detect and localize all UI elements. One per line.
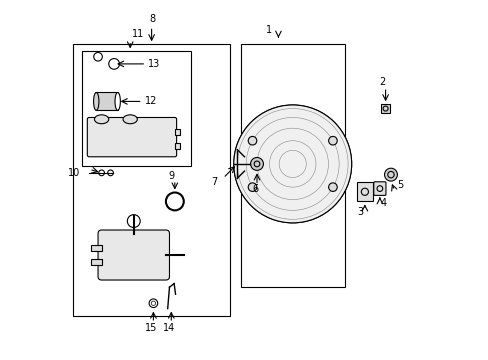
Bar <box>175 143 180 149</box>
Text: 10: 10 <box>68 168 80 178</box>
Text: 7: 7 <box>211 177 217 187</box>
Text: 13: 13 <box>148 59 160 69</box>
Text: 8: 8 <box>149 14 156 24</box>
Circle shape <box>384 168 397 181</box>
Text: 6: 6 <box>252 184 258 194</box>
Text: 1: 1 <box>265 25 271 35</box>
Bar <box>381 104 389 113</box>
Text: 12: 12 <box>144 96 157 107</box>
Text: 11: 11 <box>132 28 144 39</box>
FancyBboxPatch shape <box>373 182 385 195</box>
Bar <box>82 51 190 166</box>
Bar <box>91 259 102 265</box>
Circle shape <box>248 136 256 145</box>
Text: 14: 14 <box>163 323 175 333</box>
Circle shape <box>248 183 256 192</box>
Text: 5: 5 <box>396 180 402 190</box>
Ellipse shape <box>115 93 120 111</box>
FancyBboxPatch shape <box>87 117 176 157</box>
Ellipse shape <box>94 115 108 124</box>
Bar <box>73 44 230 316</box>
Circle shape <box>250 157 263 170</box>
Text: 9: 9 <box>168 171 174 181</box>
Bar <box>175 129 180 135</box>
Text: 4: 4 <box>380 198 386 208</box>
Bar <box>96 93 118 111</box>
Ellipse shape <box>93 93 99 111</box>
Text: 2: 2 <box>378 77 385 87</box>
Bar <box>241 44 344 287</box>
FancyBboxPatch shape <box>98 230 169 280</box>
Circle shape <box>328 136 337 145</box>
Text: 3: 3 <box>357 207 363 217</box>
Ellipse shape <box>123 115 137 124</box>
Text: 15: 15 <box>145 323 158 333</box>
Circle shape <box>328 183 337 192</box>
Bar <box>356 182 372 202</box>
Bar <box>91 245 102 251</box>
Circle shape <box>233 105 351 223</box>
